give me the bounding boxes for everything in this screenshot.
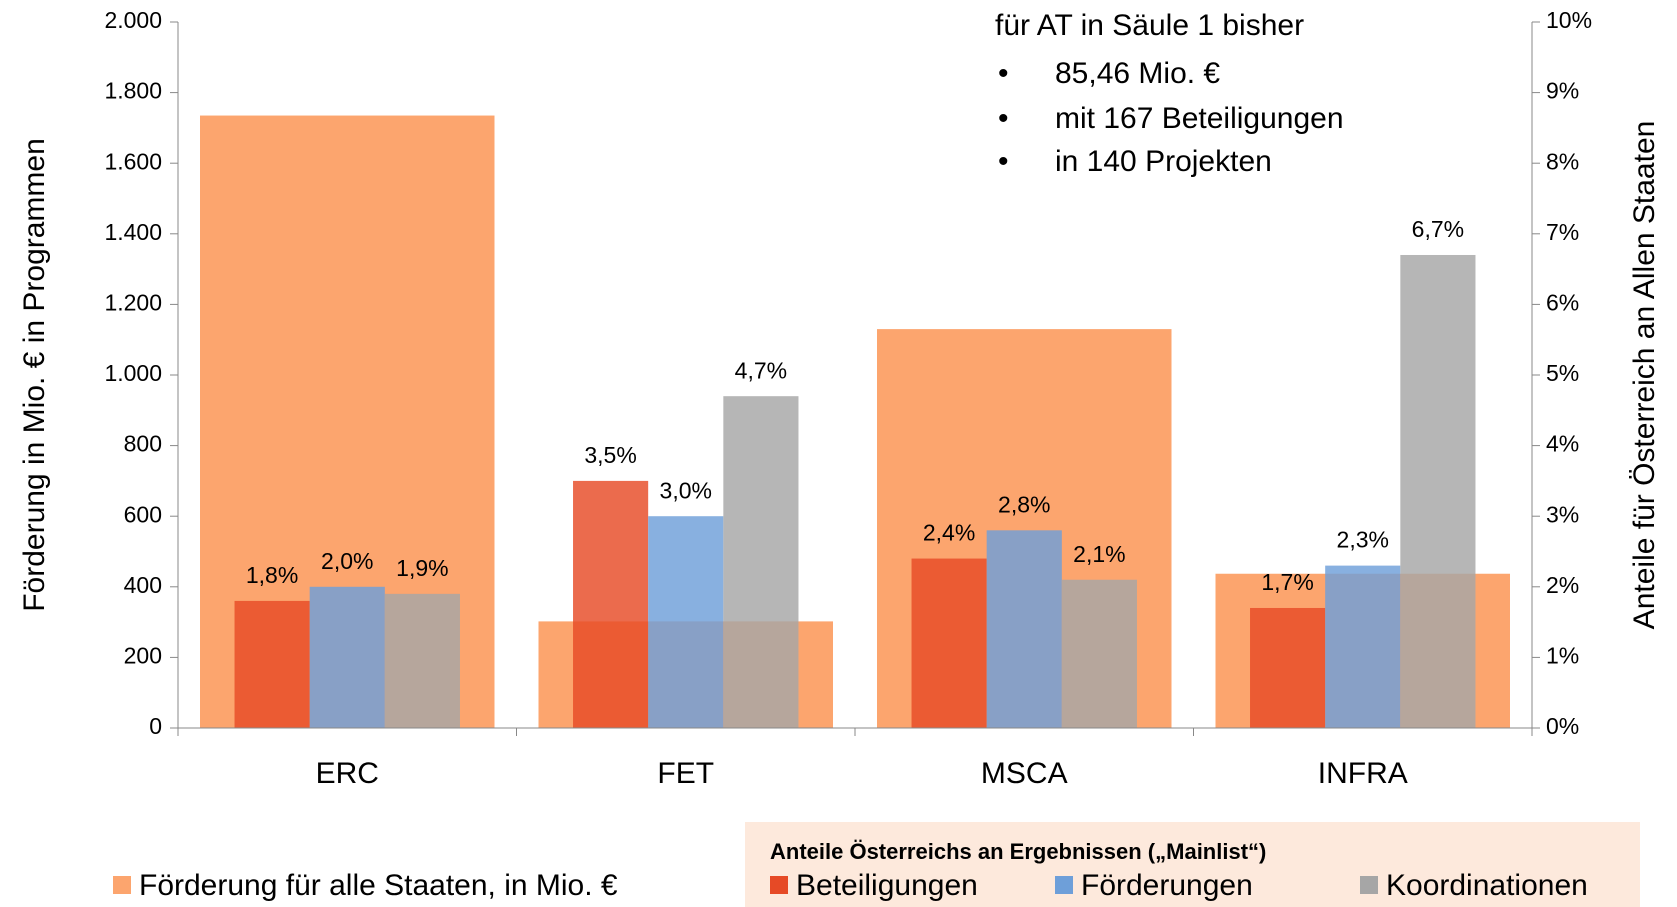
bullet: • [998,57,1009,90]
bullet: • [998,102,1009,135]
legend-box [745,822,1640,907]
y2-tick-label: 10% [1546,7,1592,33]
bar [384,593,460,728]
y2-tick-label: 0% [1546,713,1579,739]
bar [986,530,1062,728]
legend-swatch [1055,876,1073,894]
bar [309,586,385,728]
data-label: 2,8% [998,491,1050,517]
y-tick-label: 1.000 [104,360,162,386]
bar [1325,565,1401,728]
annotation-item: mit 167 Beteiligungen [1055,102,1344,135]
y-tick-label: 800 [124,431,162,457]
bar [1400,254,1476,729]
x-tick-label: ERC [316,757,379,790]
legend-swatch [1360,876,1378,894]
y-tick-label: 200 [124,642,162,668]
data-label: 1,8% [246,562,298,588]
y2-tick-label: 3% [1546,501,1579,527]
data-label: 2,1% [1073,541,1125,567]
data-label: 2,3% [1337,527,1389,553]
y-tick-label: 2.000 [104,7,162,33]
x-tick-label: INFRA [1318,757,1408,790]
data-label: 4,7% [735,357,787,383]
y2-axis-label: Anteile für Österreich an Allen Staaten [1628,121,1661,630]
bullet: • [998,145,1009,178]
legend-swatch [113,876,131,894]
data-label: 3,0% [660,477,712,503]
y-tick-label: 0 [149,713,162,739]
legend-label: Förderungen [1081,869,1253,902]
legend-swatch [770,876,788,894]
y-tick-label: 1.800 [104,78,162,104]
legend-label: Förderung für alle Staaten, in Mio. € [139,869,618,902]
y2-tick-label: 4% [1546,431,1579,457]
y2-tick-label: 2% [1546,572,1579,598]
y2-tick-label: 1% [1546,642,1579,668]
y-tick-label: 1.200 [104,289,162,315]
y-tick-label: 1.400 [104,219,162,245]
x-tick-label: MSCA [981,757,1068,790]
bar [723,396,799,728]
y2-tick-label: 6% [1546,289,1579,315]
x-tick-label: FET [657,757,714,790]
data-label: 2,4% [923,520,975,546]
y2-tick-label: 5% [1546,360,1579,386]
annotation-title: für AT in Säule 1 bisher [995,9,1304,42]
annotation-item: in 140 Projekten [1055,145,1272,178]
annotation-item: 85,46 Mio. € [1055,57,1220,90]
legend-label: Beteiligungen [796,869,978,902]
bar [1061,579,1137,728]
y2-tick-label: 9% [1546,78,1579,104]
legend-label: Koordinationen [1386,869,1588,902]
y2-tick-label: 8% [1546,148,1579,174]
y2-tick-label: 7% [1546,219,1579,245]
bar [648,516,724,728]
data-label: 1,9% [396,555,448,581]
data-label: 2,0% [321,548,373,574]
data-label: 3,5% [584,442,636,468]
y-tick-label: 600 [124,501,162,527]
bar [1250,607,1326,728]
y-axis-label: Förderung in Mio. € in Programmen [18,138,51,612]
data-label: 1,7% [1261,569,1313,595]
y-tick-label: 1.600 [104,148,162,174]
y-tick-label: 400 [124,572,162,598]
legend-title: Anteile Österreichs an Ergebnissen („Mai… [770,839,1266,864]
bar [911,558,987,728]
bar [573,480,649,728]
data-label: 6,7% [1412,216,1464,242]
bar [234,600,310,728]
